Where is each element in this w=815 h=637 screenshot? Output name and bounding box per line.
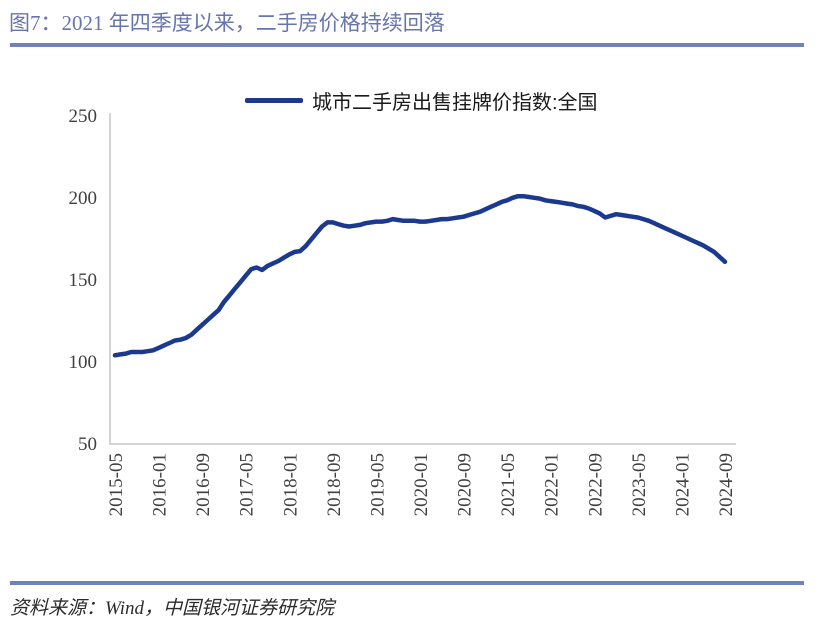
bottom-divider bbox=[10, 581, 804, 585]
x-tick-label: 2021-05 bbox=[498, 453, 519, 516]
x-axis-tick-labels: 2015-05 2016-01 2016-09 2017-05 2018-01 2018-… bbox=[106, 453, 737, 516]
y-tick-label: 200 bbox=[69, 188, 98, 209]
x-tick-label: 2018-01 bbox=[280, 453, 301, 516]
x-tick-label: 2018-09 bbox=[324, 453, 345, 516]
x-tick-label: 2022-01 bbox=[542, 453, 563, 516]
x-tick-label: 2016-01 bbox=[150, 453, 171, 516]
source-note: 资料来源：Wind，中国银河证券研究院 bbox=[10, 598, 335, 619]
figure-title: 图7：2021 年四季度以来，二手房价格持续回落 bbox=[9, 11, 445, 35]
legend-series-label: 城市二手房出售挂牌价指数:全国 bbox=[312, 92, 598, 114]
y-axis-tick-labels: 250 200 150 100 50 bbox=[69, 106, 98, 455]
x-tick-label: 2016-09 bbox=[193, 453, 214, 516]
series-line-national-index bbox=[112, 193, 728, 358]
x-tick-label: 2017-05 bbox=[237, 453, 258, 516]
chart-legend: 城市二手房出售挂牌价指数:全国 bbox=[245, 86, 598, 115]
x-tick-label: 2023-05 bbox=[629, 453, 650, 516]
y-tick-label: 250 bbox=[69, 106, 98, 127]
x-tick-label: 2022-09 bbox=[585, 453, 606, 516]
y-tick-label: 150 bbox=[69, 270, 98, 291]
y-tick-label: 50 bbox=[78, 434, 97, 455]
x-tick-label: 2020-01 bbox=[411, 453, 432, 516]
y-tick-label: 100 bbox=[69, 352, 98, 373]
x-tick-label: 2015-05 bbox=[106, 453, 127, 516]
x-tick-label: 2020-09 bbox=[455, 453, 476, 516]
x-tick-label: 2019-05 bbox=[367, 453, 388, 516]
top-divider bbox=[10, 43, 804, 47]
x-tick-label: 2024-09 bbox=[716, 453, 737, 516]
legend-line-swatch-icon bbox=[245, 98, 303, 103]
x-tick-label: 2024-01 bbox=[672, 453, 693, 516]
